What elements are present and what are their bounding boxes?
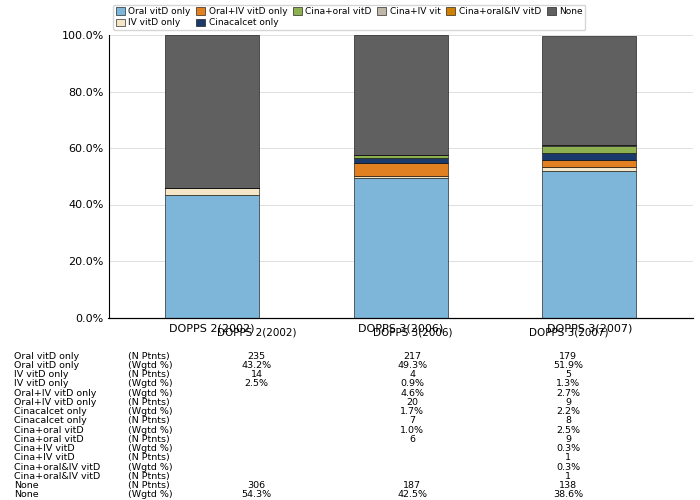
Text: 2.2%: 2.2% [556,407,580,416]
Text: Cina+oral&IV vitD: Cina+oral&IV vitD [14,462,100,471]
Bar [165,196,259,318]
Text: 51.9%: 51.9% [553,361,583,370]
Text: (Wgtd %): (Wgtd %) [128,462,173,471]
Text: 0.3%: 0.3% [556,462,580,471]
Text: 138: 138 [559,481,578,490]
Bar [542,144,636,146]
Text: IV vitD only: IV vitD only [14,380,69,388]
Text: Oral vitD only: Oral vitD only [14,361,79,370]
Text: Cina+IV vitD: Cina+IV vitD [14,454,75,462]
Text: DOPPS 3(2007): DOPPS 3(2007) [528,328,608,338]
Text: Oral+IV vitD only: Oral+IV vitD only [14,398,97,407]
Text: 1.7%: 1.7% [400,407,424,416]
Text: (Wgtd %): (Wgtd %) [128,380,173,388]
Text: Cina+oral&IV vitD: Cina+oral&IV vitD [14,472,100,481]
Text: 9: 9 [566,435,571,444]
Legend: Oral vitD only, IV vitD only, Oral+IV vitD only, Cinacalcet only, Cina+oral vitD: Oral vitD only, IV vitD only, Oral+IV vi… [113,4,585,30]
Bar [165,35,259,188]
Text: (Wgtd %): (Wgtd %) [128,490,173,499]
Text: 0.9%: 0.9% [400,380,424,388]
Bar [354,35,448,155]
Text: Oral vitD only: Oral vitD only [14,352,79,361]
Text: 179: 179 [559,352,578,361]
Bar [542,36,636,144]
Text: 9: 9 [566,398,571,407]
Bar [354,158,448,162]
Bar [354,176,448,178]
Text: 6: 6 [410,435,415,444]
Text: Cinacalcet only: Cinacalcet only [14,407,87,416]
Text: 235: 235 [247,352,265,361]
Text: (N Ptnts): (N Ptnts) [128,454,170,462]
Text: 42.5%: 42.5% [398,490,428,499]
Bar [354,162,448,175]
Text: 5: 5 [566,370,571,379]
Text: (N Ptnts): (N Ptnts) [128,472,170,481]
Text: 1: 1 [566,454,571,462]
Text: 14: 14 [251,370,262,379]
Text: 1.3%: 1.3% [556,380,580,388]
Bar [542,146,636,154]
Text: None: None [14,481,38,490]
Text: IV vitD only: IV vitD only [14,370,69,379]
Bar [354,155,448,158]
Text: 8: 8 [566,416,571,426]
Bar [165,188,259,196]
Text: DOPPS 2(2002): DOPPS 2(2002) [217,328,296,338]
Bar [354,178,448,318]
Text: (N Ptnts): (N Ptnts) [128,481,170,490]
Text: (Wgtd %): (Wgtd %) [128,361,173,370]
Text: (Wgtd %): (Wgtd %) [128,426,173,434]
Text: 2.5%: 2.5% [244,380,269,388]
Text: 49.3%: 49.3% [398,361,428,370]
Text: 54.3%: 54.3% [241,490,272,499]
Text: Cina+oral vitD: Cina+oral vitD [14,426,83,434]
Text: (N Ptnts): (N Ptnts) [128,398,170,407]
Text: 306: 306 [247,481,265,490]
Text: 1.0%: 1.0% [400,426,424,434]
Bar [542,171,636,318]
Text: 7: 7 [410,416,415,426]
Text: Cina+oral vitD: Cina+oral vitD [14,435,83,444]
Text: 2.5%: 2.5% [556,426,580,434]
Text: (N Ptnts): (N Ptnts) [128,370,170,379]
Bar [542,160,636,167]
Text: (N Ptnts): (N Ptnts) [128,435,170,444]
Bar [542,167,636,171]
Text: 187: 187 [403,481,421,490]
Text: 43.2%: 43.2% [241,361,272,370]
Text: (N Ptnts): (N Ptnts) [128,416,170,426]
Text: 2.7%: 2.7% [556,388,580,398]
Text: (N Ptnts): (N Ptnts) [128,352,170,361]
Text: 20: 20 [407,398,419,407]
Text: Cinacalcet only: Cinacalcet only [14,416,87,426]
Text: Cina+IV vitD: Cina+IV vitD [14,444,75,453]
Text: 0.3%: 0.3% [556,444,580,453]
Text: 217: 217 [403,352,421,361]
Text: 1: 1 [566,472,571,481]
Text: 4.6%: 4.6% [400,388,424,398]
Text: None: None [14,490,38,499]
Text: Oral+IV vitD only: Oral+IV vitD only [14,388,97,398]
Text: (Wgtd %): (Wgtd %) [128,444,173,453]
Text: (Wgtd %): (Wgtd %) [128,388,173,398]
Text: (Wgtd %): (Wgtd %) [128,407,173,416]
Text: 4: 4 [410,370,415,379]
Bar [542,154,636,160]
Text: DOPPS 3(2006): DOPPS 3(2006) [372,328,452,338]
Text: 38.6%: 38.6% [553,490,583,499]
